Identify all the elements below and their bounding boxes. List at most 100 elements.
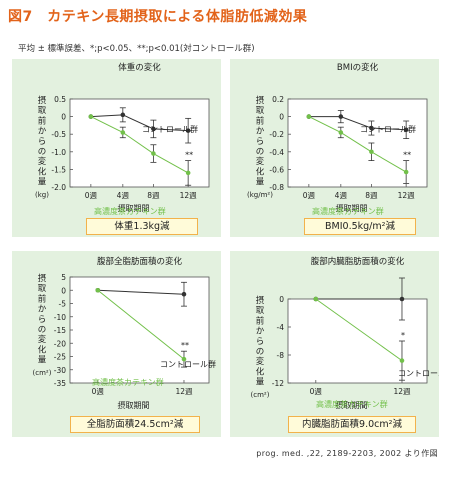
y-tick-label: 0	[61, 113, 66, 122]
y-tick-label: -8	[277, 351, 285, 360]
catechin-data-point	[313, 296, 319, 302]
catechin-data-point	[95, 287, 101, 293]
catechin-data-point	[306, 114, 312, 119]
x-tick-label: 12週	[180, 191, 198, 200]
catechin-series-label: 高濃度茶カテキン群	[92, 377, 164, 387]
caption-total-fat: 全脂肪面積24.5cm²減	[70, 416, 200, 433]
chart-title: 腹部全脂肪面積の変化	[97, 256, 183, 267]
control-data-point	[181, 291, 187, 297]
y-tick-label: 0.2	[272, 95, 284, 104]
y-tick-label: -2.0	[51, 183, 66, 192]
significance-marker: **	[181, 341, 189, 350]
y-axis-label: 摂取前からの変化量	[256, 295, 265, 388]
y-tick-label: 0	[61, 286, 66, 295]
x-tick-label: 0週	[303, 191, 316, 200]
catechin-data-point	[403, 169, 409, 175]
x-tick-label: 0週	[85, 191, 98, 200]
control-data-point	[120, 112, 126, 118]
y-tick-label: -10	[54, 313, 66, 322]
y-axis-label: 摂取前からの変化量	[38, 273, 47, 366]
control-series-line	[97, 289, 185, 295]
y-tick-label: -0.4	[269, 148, 284, 157]
x-tick-label: 12週	[398, 191, 416, 200]
legend-note: 平均 ± 標準誤差、*;p<0.05、**;p<0.01(対コントロール群)	[18, 44, 255, 54]
caption-visceral-fat: 内臓脂肪面積9.0cm²減	[288, 416, 416, 433]
catechin-series-line	[97, 289, 185, 360]
y-tick-label: -0.8	[269, 183, 284, 192]
x-axis-label: 摂取期間	[336, 400, 368, 410]
control-series-label: コントロール群	[142, 124, 198, 134]
y-axis-unit: (cm²)	[33, 369, 52, 377]
x-axis-label: 摂取期間	[118, 400, 150, 410]
control-series-label: コントロール群	[360, 124, 416, 134]
x-tick-label: 0週	[310, 387, 323, 396]
catechin-data-point	[369, 149, 374, 155]
y-tick-label: -0.6	[269, 165, 284, 174]
y-axis-unit: (kg)	[35, 191, 49, 199]
x-tick-label: 8週	[365, 191, 378, 200]
x-tick-label: 12週	[175, 387, 193, 396]
y-tick-label: -15	[54, 326, 66, 335]
control-data-point	[338, 114, 344, 119]
x-axis-label: 摂取期間	[336, 203, 368, 213]
x-tick-label: 12週	[393, 387, 411, 396]
y-tick-label: -5	[59, 300, 67, 309]
y-axis-unit: (cm²)	[251, 391, 270, 399]
control-data-point	[151, 126, 156, 132]
significance-marker: **	[403, 151, 411, 160]
caption-weight: 体重1.3kg減	[86, 218, 198, 235]
control-series-line	[90, 114, 189, 132]
control-series-label: コントロール群	[398, 368, 439, 378]
y-axis-unit: (kg/m²)	[247, 191, 273, 199]
y-tick-label: -4	[277, 323, 285, 332]
source-citation: prog. med. ,22, 2189-2203, 2002 より作図	[256, 449, 438, 458]
control-series-label: コントロール群	[160, 359, 216, 369]
chart-svg: 腹部全脂肪面積の変化 5 0 -5 -10 -15 -20 -25 -30 -35 0週 12週摂取期…	[33, 256, 216, 410]
catechin-series-label: 高濃度茶カテキン群	[312, 206, 384, 216]
chart-panel-weight: 体重の変化 0.5 0 -0.5 -1.0 -1.5 -2.0 0週 4週 8週 12週 摂取期間 摂取…	[12, 59, 221, 237]
y-tick-label: 0.5	[54, 95, 66, 104]
x-tick-label: 8週	[147, 191, 160, 200]
control-series-line	[308, 116, 407, 131]
y-tick-label: -1.0	[51, 148, 66, 157]
y-tick-label: -35	[54, 379, 66, 388]
catechin-series-line	[90, 116, 189, 174]
chart-panel-visceral-fat: 腹部内臓脂肪面積の変化 0 -4 -8 -12 0週 12週摂取期間 摂取前からの変化量 (cm…	[230, 251, 439, 437]
chart-title: 腹部内臓脂肪面積の変化	[311, 256, 405, 267]
catechin-series-label: 高濃度茶カテキン群	[316, 399, 388, 409]
y-tick-label: -20	[54, 339, 66, 348]
significance-marker: *	[401, 331, 405, 340]
control-data-point	[403, 127, 409, 133]
y-axis-label: 摂取前からの変化量	[256, 95, 265, 188]
catechin-series-label: 高濃度茶カテキン群	[94, 206, 166, 216]
chart-title: BMIの変化	[337, 62, 379, 73]
figure-title: 図7 カテキン長期摂取による体脂肪低減効果	[8, 9, 308, 25]
chart-panel-bmi: BMIの変化 0.2 0 -0.2 -0.4 -0.6 -0.8 0週 4週 8週 12週 摂取期間 摂…	[230, 59, 439, 237]
catechin-series-line	[308, 116, 407, 173]
catechin-data-point	[185, 170, 191, 176]
y-tick-label: -0.2	[269, 130, 284, 139]
control-data-point	[399, 296, 405, 302]
y-tick-label: -25	[54, 353, 66, 362]
y-tick-label: 0	[279, 295, 284, 304]
chart-panel-total-fat: 腹部全脂肪面積の変化 5 0 -5 -10 -15 -20 -25 -30 -35 0週 12週摂取期…	[12, 251, 221, 437]
caption-bmi: BMI0.5kg/m²減	[304, 218, 416, 235]
x-tick-label: 0週	[92, 387, 105, 396]
y-tick-label: -1.5	[51, 165, 66, 174]
catechin-series-line	[315, 298, 403, 362]
y-tick-label: 5	[61, 273, 66, 282]
y-tick-label: -12	[272, 379, 284, 388]
catechin-data-point	[88, 114, 94, 119]
x-tick-label: 4週	[117, 191, 130, 200]
control-data-point	[369, 125, 374, 131]
x-tick-label: 4週	[335, 191, 348, 200]
catechin-data-point	[120, 130, 126, 135]
catechin-data-point	[338, 130, 344, 135]
y-tick-label: -30	[54, 366, 66, 375]
x-axis-label: 摂取期間	[118, 203, 150, 213]
catechin-data-point	[181, 356, 187, 362]
catechin-data-point	[151, 151, 156, 156]
